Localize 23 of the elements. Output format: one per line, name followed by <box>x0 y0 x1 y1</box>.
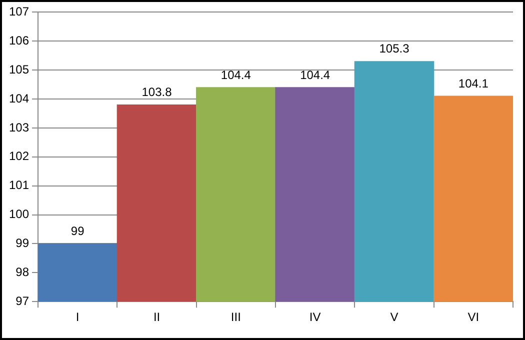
y-tick-label: 106 <box>8 33 30 48</box>
data-label: 103.8 <box>142 85 172 100</box>
x-tick-label: VI <box>468 310 480 324</box>
data-label: 105.3 <box>379 42 410 56</box>
y-tick-label: 104 <box>8 91 30 106</box>
data-label: 104.4 <box>220 68 252 82</box>
y-tick-label: 97 <box>16 294 30 308</box>
y-tick-label: 98 <box>16 264 30 279</box>
data-label: 104.1 <box>458 76 489 90</box>
y-tick-label: 102 <box>8 149 30 164</box>
y-tick-label: 101 <box>8 178 30 192</box>
x-tick-label: V <box>390 310 398 324</box>
y-tick-label: 100 <box>8 207 30 222</box>
y-tick-label: 103 <box>8 120 30 134</box>
data-label: 104.4 <box>300 68 330 82</box>
y-tick-label: 107 <box>8 4 30 19</box>
data-label: 99 <box>70 224 85 238</box>
y-tick-label: 105 <box>8 62 30 76</box>
y-tick-label: 99 <box>16 236 30 250</box>
x-tick-label: III <box>230 310 241 324</box>
x-tick-label: I <box>76 310 80 324</box>
x-tick-label: IV <box>309 310 321 324</box>
x-tick-label: II <box>153 310 160 324</box>
